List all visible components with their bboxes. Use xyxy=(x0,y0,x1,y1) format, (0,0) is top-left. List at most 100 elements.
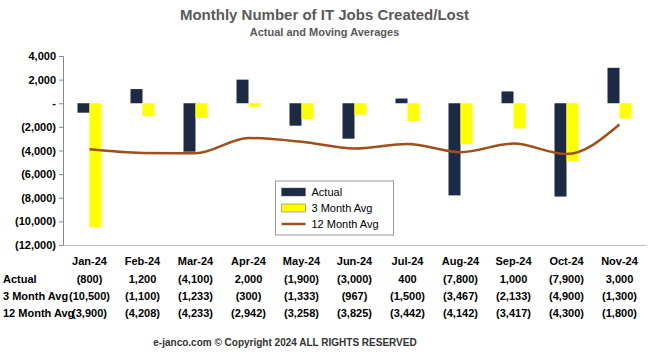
y-tick-mark xyxy=(59,151,63,152)
table-cell: 1,000 xyxy=(500,273,528,285)
x-tick: Jun-24 xyxy=(337,245,373,267)
y-tick-label: (2,000) xyxy=(21,121,56,133)
bar xyxy=(608,68,620,103)
chart: Monthly Number of IT Jobs Created/Lost Ac… xyxy=(0,0,649,355)
table-cell: (3,825) xyxy=(337,307,372,319)
y-tick-label: (4,000) xyxy=(21,145,56,157)
x-tick: Mar-24 xyxy=(178,245,214,267)
legend-label: 12 Month Avg xyxy=(312,218,379,230)
bar xyxy=(78,103,90,112)
y-tick-label: (8,000) xyxy=(21,192,56,204)
table-cell: (4,142) xyxy=(443,307,478,319)
title: Monthly Number of IT Jobs Created/Lost xyxy=(180,6,469,23)
y-tick: (8,000) xyxy=(21,192,63,204)
bar xyxy=(502,91,514,103)
y-tick: (2,000) xyxy=(21,121,63,133)
y-tick-mark xyxy=(59,174,63,175)
table-row-label: Actual xyxy=(3,273,37,285)
bar xyxy=(461,103,473,144)
y-tick-label: 4,000 xyxy=(28,50,56,62)
legend-label: 3 Month Avg xyxy=(312,202,373,214)
table-cell: (3,900) xyxy=(72,307,107,319)
data-table: Actual (800) 1,200 (4,100) 2,000 (1,900) (3,00… xyxy=(3,273,637,319)
bar xyxy=(237,80,249,104)
x-tick-label: May-24 xyxy=(283,255,321,267)
bar xyxy=(143,103,155,116)
x-tick-label: Feb-24 xyxy=(125,255,161,267)
table-cell: (3,417) xyxy=(496,307,531,319)
x-tick: Aug-24 xyxy=(442,245,480,267)
y-tick: 2,000 xyxy=(28,74,63,86)
y-tick-label: (12,000) xyxy=(15,239,56,251)
table-cell: (1,100) xyxy=(125,290,160,302)
table-cell: (4,233) xyxy=(178,307,213,319)
bar xyxy=(249,103,261,107)
y-tick-mark xyxy=(59,127,63,128)
table-cell: (7,900) xyxy=(549,273,584,285)
bar xyxy=(343,103,355,138)
bar xyxy=(184,103,196,151)
y-axis-line xyxy=(59,57,64,246)
legend-swatch xyxy=(282,223,306,226)
y-tick: - xyxy=(52,97,63,109)
table-cell: (300) xyxy=(236,290,262,302)
bar xyxy=(90,103,102,227)
bar xyxy=(449,103,461,195)
table-cell: (4,100) xyxy=(178,273,213,285)
table-cell: (1,500) xyxy=(390,290,425,302)
x-tick-label: Nov-24 xyxy=(601,255,639,267)
bar xyxy=(302,103,314,119)
table-cell: (10,500) xyxy=(69,290,110,302)
subtitle: Actual and Moving Averages xyxy=(250,26,400,38)
table-cell: (3,000) xyxy=(337,273,372,285)
table-cell: (800) xyxy=(77,273,103,285)
bar xyxy=(290,103,302,125)
y-axis: 4,000 2,000 - (2,000) (4,000) (6,000) (8,000) (… xyxy=(15,50,63,251)
legend-swatch xyxy=(282,204,306,212)
x-tick: May-24 xyxy=(283,245,321,267)
plot: 4,000 2,000 - (2,000) (4,000) (6,000) (8,000) (… xyxy=(15,50,646,267)
bar xyxy=(408,103,420,121)
bar xyxy=(514,103,526,128)
x-tick: Feb-24 xyxy=(125,245,161,267)
x-tick: Nov-24 xyxy=(601,245,639,267)
footer: e-janco.com © Copyright 2024 ALL RIGHTS … xyxy=(153,337,416,348)
x-axis-line xyxy=(64,245,647,246)
table-row-label: 12 Month Avg xyxy=(3,307,74,319)
y-tick-mark xyxy=(59,56,63,57)
table-cell: 1,200 xyxy=(129,273,157,285)
line xyxy=(90,125,620,155)
bar xyxy=(196,103,208,118)
bar xyxy=(555,103,567,196)
y-tick-mark xyxy=(59,103,63,104)
x-tick-label: Jun-24 xyxy=(337,255,373,267)
table-cell: 3,000 xyxy=(606,273,634,285)
table-cell: (1,900) xyxy=(284,273,319,285)
legend-label: Actual xyxy=(312,186,343,198)
table-cell: (3,442) xyxy=(390,307,425,319)
table-cell: (1,800) xyxy=(602,307,637,319)
bar xyxy=(620,103,632,118)
y-tick-mark xyxy=(59,221,63,222)
legend-box xyxy=(276,181,394,235)
y-tick-mark xyxy=(59,80,63,81)
bar-series xyxy=(78,68,620,197)
x-tick-label: Sep-24 xyxy=(495,255,532,267)
bar xyxy=(131,89,143,103)
x-tick-label: Oct-24 xyxy=(549,255,584,267)
marks xyxy=(78,68,632,227)
y-tick-label: (6,000) xyxy=(21,168,56,180)
table-cell: 400 xyxy=(398,273,416,285)
table-cell: 2,000 xyxy=(235,273,263,285)
x-tick: Apr-24 xyxy=(231,245,267,267)
bar-series xyxy=(90,103,632,227)
table-cell: (3,467) xyxy=(443,290,478,302)
x-axis: Jan-24 Feb-24 Mar-24 Apr-24 May-24 Jun-24 Jul-… xyxy=(64,245,647,267)
table-cell: (1,300) xyxy=(602,290,637,302)
x-tick: Jul-24 xyxy=(392,245,425,267)
legend: Actual 3 Month Avg 12 Month Avg xyxy=(276,181,394,235)
x-tick-label: Jan-24 xyxy=(72,255,108,267)
x-tick: Sep-24 xyxy=(495,245,532,267)
x-tick-label: Apr-24 xyxy=(231,255,267,267)
table-cell: (2,133) xyxy=(496,290,531,302)
